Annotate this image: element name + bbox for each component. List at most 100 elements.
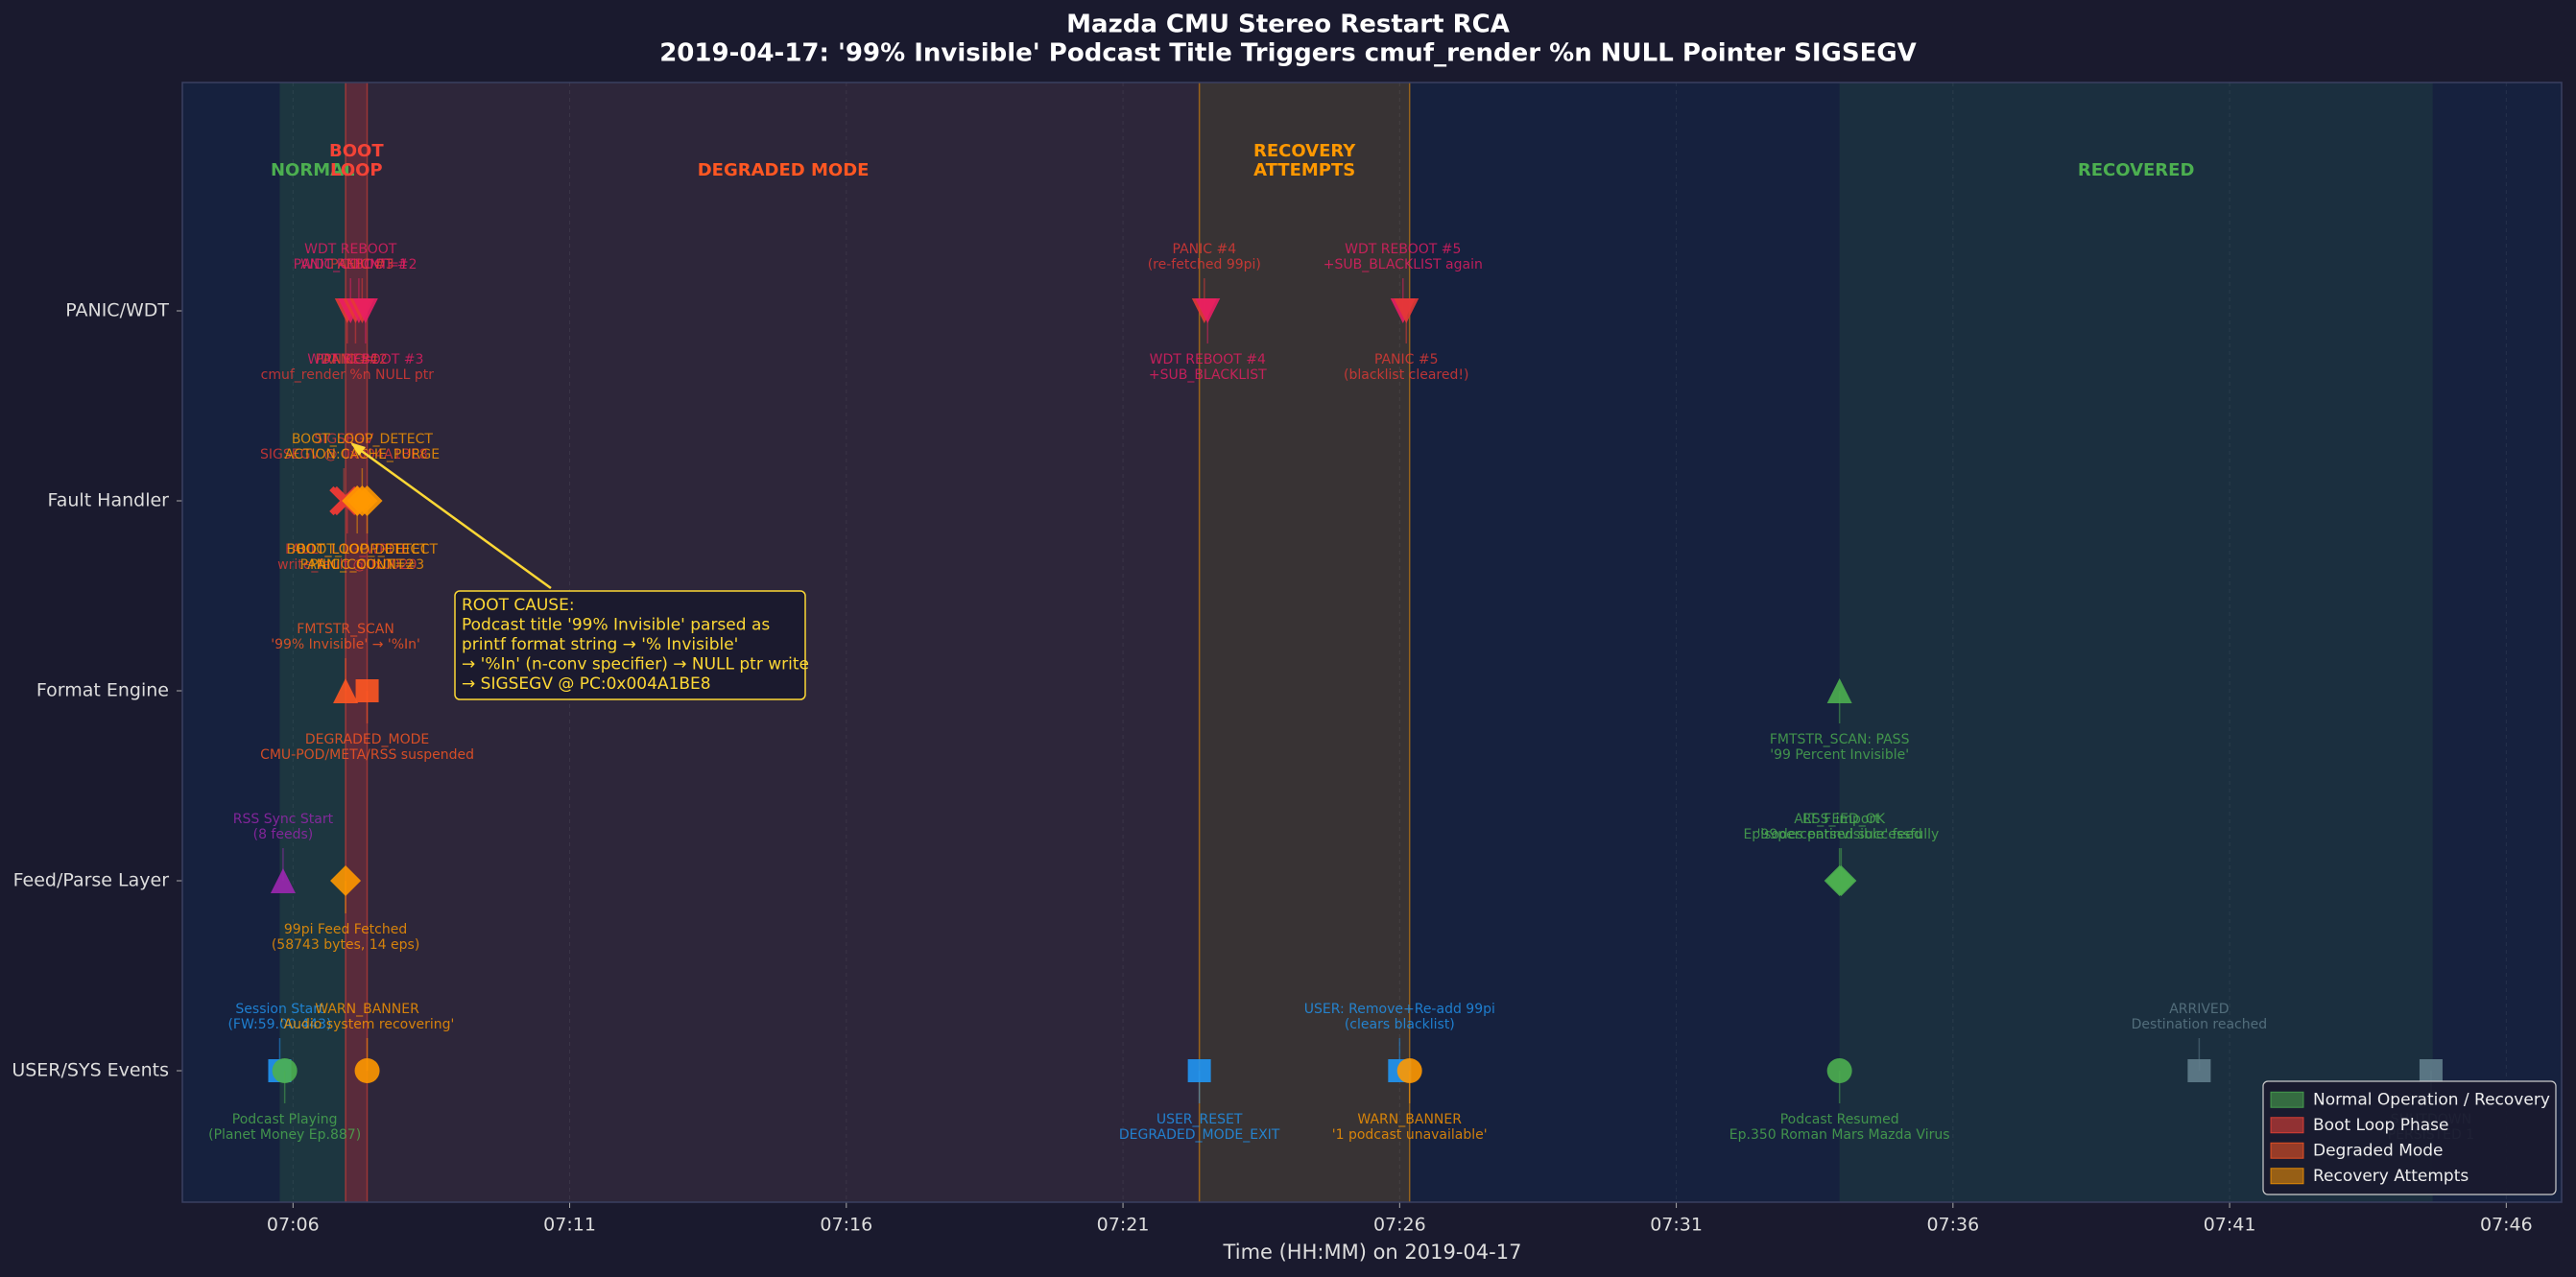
phase-band: [346, 83, 368, 1202]
phase-band: [1839, 83, 2433, 1202]
event-label: FMTSTR_SCAN: [297, 622, 394, 637]
phase-label: RECOVERY: [1253, 141, 1356, 161]
event-label: (re-fetched 99pi): [1148, 257, 1261, 272]
event-marker: [352, 298, 378, 323]
event-label: 'Audio system recovering': [280, 1017, 455, 1032]
x-tick-label: 07:41: [2204, 1215, 2256, 1236]
legend-box: [2262, 1080, 2557, 1195]
x-tick-label: 07:46: [2480, 1215, 2533, 1236]
event-marker: [272, 1058, 298, 1083]
event-label: Ep.350 Roman Mars Mazda Virus: [1729, 1127, 1950, 1143]
legend-swatch: [2270, 1168, 2304, 1185]
event-marker: [330, 865, 362, 896]
event-label: WARN_BANNER: [315, 1002, 419, 1017]
event-marker: [2419, 1059, 2443, 1082]
event-label: WDT REBOOT #5: [1345, 242, 1461, 257]
event-marker: [1187, 1059, 1211, 1082]
lane-label: Format Engine: [36, 680, 169, 701]
event-label: DEGRADED_MODE_EXIT: [1119, 1127, 1280, 1143]
event-label: BOOT_LOOP_DETECT: [287, 542, 429, 557]
event-label: PANIC #4: [1173, 242, 1237, 257]
x-tick-label: 07:16: [820, 1215, 872, 1236]
event-label: WDT REBOOT: [304, 242, 397, 257]
lane-label: Feed/Parse Layer: [13, 870, 170, 891]
event-label: cmuf_render %n NULL ptr: [261, 367, 435, 383]
event-label: PANIC_COUNT=2: [300, 557, 415, 573]
event-marker: [355, 679, 379, 702]
grid: [177, 83, 2507, 1208]
event-label: ALT_FEED_OK: [1794, 812, 1886, 827]
legend-label: Normal Operation / Recovery: [2313, 1090, 2550, 1109]
event-label: PANIC #1: [316, 352, 380, 367]
annotation-text: printf format string → '% Invisible': [462, 635, 738, 654]
legend-label: Degraded Mode: [2313, 1141, 2444, 1160]
event-label: (58743 bytes, 14 eps): [272, 937, 419, 953]
x-tick-label: 07:26: [1373, 1215, 1426, 1236]
event-label: ARRIVED: [2169, 1002, 2229, 1017]
phase-label: ATTEMPTS: [1253, 160, 1355, 180]
event-label: '99percentinvisible' feed: [1757, 827, 1922, 842]
annotation-text: → SIGSEGV @ PC:0x004A1BE8: [462, 674, 711, 694]
event-marker: [354, 1058, 380, 1083]
annotation-text: ROOT CAUSE:: [462, 596, 575, 615]
chart-title: Mazda CMU Stereo Restart RCA: [1066, 11, 1510, 39]
x-tick-label: 07:31: [1650, 1215, 1703, 1236]
phase-band: [279, 83, 346, 1202]
event-marker: [1396, 1058, 1422, 1083]
event-label: PANIC #5: [1374, 352, 1439, 367]
event-label: BOOT_LOOP_DETECT: [292, 432, 434, 447]
event-label: (Planet Money Ep.887): [208, 1127, 361, 1143]
events: [268, 278, 2443, 1103]
event-label: Podcast Resumed: [1780, 1112, 1899, 1127]
annotation-text: Podcast title '99% Invisible' parsed as: [462, 616, 770, 635]
event-label: Session Start: [235, 1002, 324, 1017]
lane-label: PANIC/WDT: [65, 300, 169, 321]
event-label: (8 feeds): [253, 827, 314, 842]
event-label: WDT REBOOT #2: [300, 257, 417, 272]
event-label: BOOT_LOOP_DETECT: [297, 542, 439, 557]
phase-label: DEGRADED MODE: [698, 160, 870, 180]
event-label: 99pi Feed Fetched: [284, 922, 407, 937]
legend-label: Boot Loop Phase: [2313, 1116, 2448, 1135]
event-label: DEGRADED_MODE: [305, 732, 429, 747]
legend-swatch: [2270, 1091, 2304, 1108]
event-label: FAULT_LOG_WRITE: [285, 542, 409, 557]
x-tick-label: 07:36: [1926, 1215, 1979, 1236]
phase-band: [1199, 83, 1410, 1202]
event-marker: [351, 485, 383, 516]
event-label: ACTION:CACHE_PURGE: [285, 447, 440, 462]
event-marker: [1195, 298, 1221, 323]
phase-label: NORMAL: [271, 160, 355, 180]
event-label: WDT REBOOT #3: [307, 352, 423, 367]
event-label: SIGSEGV @ 0x004A1BE8: [260, 447, 428, 462]
event-marker: [1826, 1058, 1852, 1083]
legend-swatch: [2270, 1117, 2304, 1134]
phase-label: LOOP: [330, 160, 383, 180]
event-label: FMTSTR_SCAN: PASS: [1770, 732, 1910, 747]
event-marker: [1825, 865, 1857, 896]
event-label: PANIC_COUNT=3: [310, 557, 424, 573]
annotation-box: [454, 590, 806, 700]
event-label: WDT REBOOT #4: [1150, 352, 1266, 367]
lane-label: USER/SYS Events: [12, 1060, 169, 1081]
event-label: Podcast Playing: [232, 1112, 338, 1127]
x-tick-label: 07:06: [267, 1215, 320, 1236]
event-label: CMU-POD/META/RSS suspended: [260, 747, 474, 763]
event-label: '99 Percent Invisible': [1770, 747, 1909, 763]
event-marker: [270, 868, 296, 893]
event-label: PANIC #2: [323, 352, 388, 367]
event-label: USER_RESET: [1157, 1112, 1243, 1127]
event-marker: [1394, 298, 1419, 323]
event-label: SIGSEGV: [314, 432, 373, 447]
event-label: Destination reached: [2132, 1017, 2268, 1032]
event-label: RSS_import: [1802, 812, 1880, 827]
event-label: WARN_BANNER: [1357, 1112, 1462, 1127]
event-label: (clears blacklist): [1345, 1017, 1455, 1032]
event-marker: [2187, 1059, 2211, 1082]
event-label: (blacklist cleared!): [1344, 367, 1468, 383]
plot-frame: [181, 82, 2563, 1203]
annotation-text: → '%In' (n-conv specifier) → NULL ptr wr…: [462, 655, 809, 674]
event-label: write_fault @0x0020: [277, 557, 417, 573]
